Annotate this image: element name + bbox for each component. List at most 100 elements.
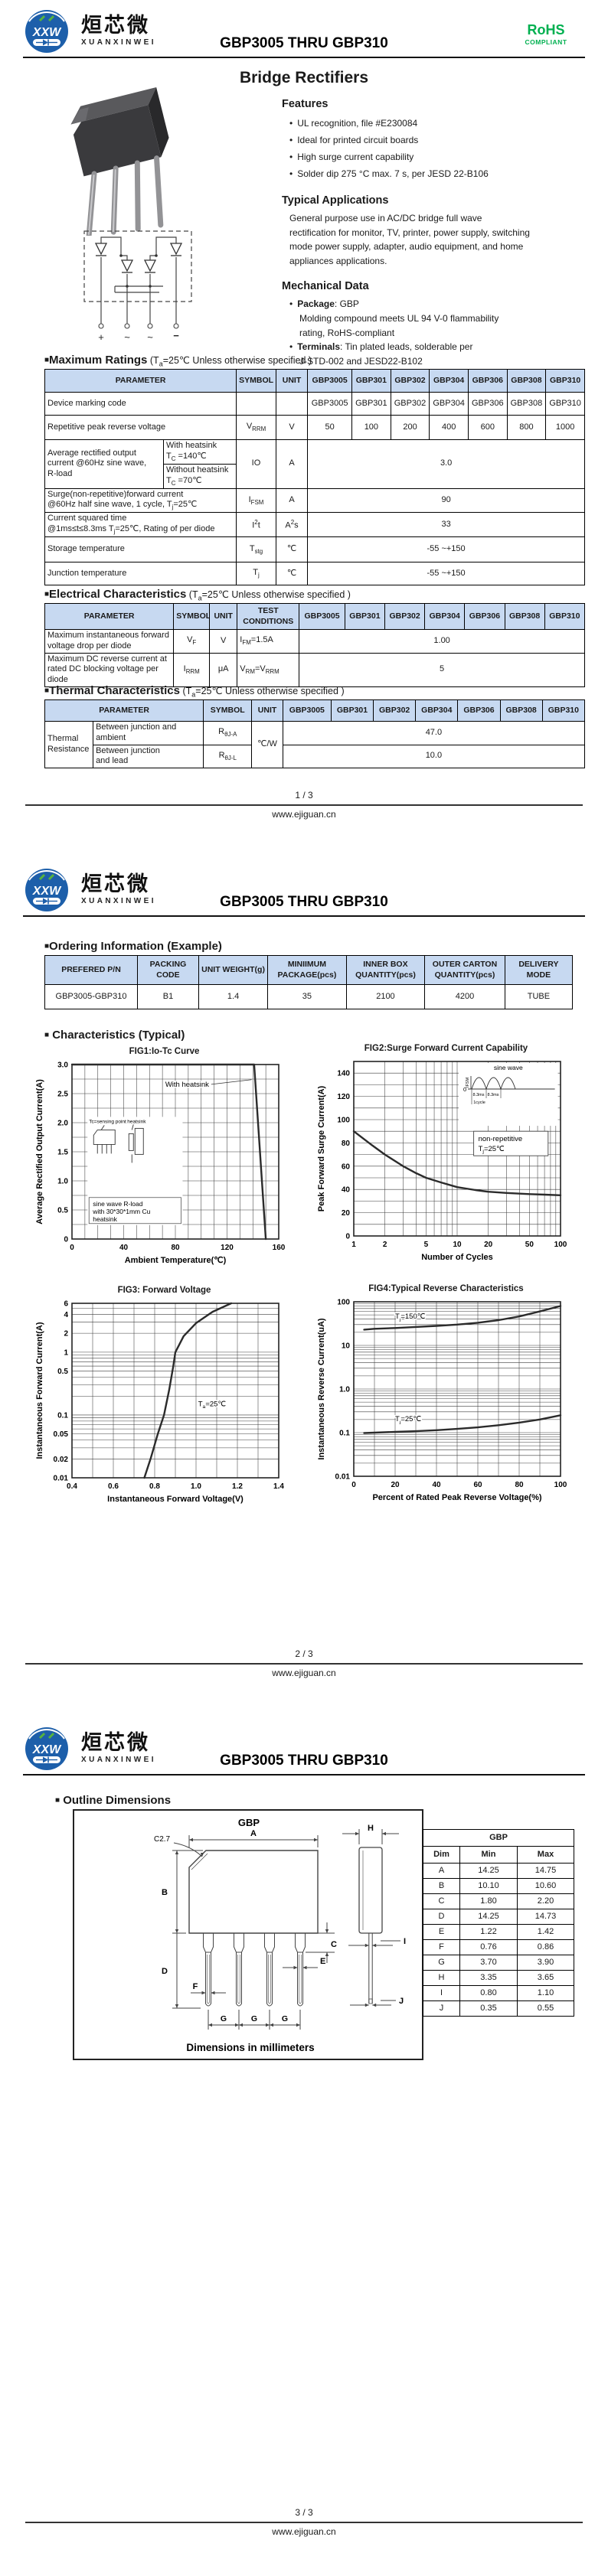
website-link[interactable]: www.ejiguan.cn xyxy=(272,1668,336,1678)
table-cell: 14.73 xyxy=(517,1909,574,1925)
rohs-compliant-label: COMPLIANT xyxy=(525,37,567,46)
table-cell: D xyxy=(423,1909,460,1925)
website-link[interactable]: www.ejiguan.cn xyxy=(272,2526,336,2537)
max-ratings-table: PARAMETER SYMBOL UNIT GBP3005 GBP301 GBP302 GB… xyxy=(44,369,585,586)
chart-text: 80 xyxy=(515,1481,524,1489)
table-header-cell: GBP3005 xyxy=(307,369,353,393)
chart-text: 0.05 xyxy=(54,1430,69,1439)
table-header-cell: PARAMETER xyxy=(44,603,175,630)
table-cell: 3.65 xyxy=(517,1970,574,1986)
table-cell: G xyxy=(423,1955,460,1971)
table-cell: 0.55 xyxy=(517,2000,574,2017)
svg-text:XXW: XXW xyxy=(32,1743,62,1756)
chart-text: J xyxy=(399,1997,404,2006)
brand-name-cn: 烜芯微 xyxy=(81,1731,150,1754)
section-label: Outline Dimensions xyxy=(60,1794,172,1807)
chart-text: heatsink xyxy=(127,1119,146,1124)
table-header-cell: GBP306 xyxy=(457,699,501,722)
table-cell: VRRM xyxy=(236,415,276,440)
feature-item: High surge current capability xyxy=(289,148,592,165)
brand-block: 烜芯微 XUANXINWEI xyxy=(81,874,156,906)
chart-text: 5 xyxy=(424,1241,429,1249)
table-cell: 14.75 xyxy=(517,1863,574,1879)
table-cell: 0.80 xyxy=(459,1985,518,2001)
fig-title: FIG3: Forward Voltage xyxy=(117,1286,211,1295)
chart-text: H xyxy=(368,1824,374,1833)
chart-text: 1cycle xyxy=(473,1101,485,1105)
chart-text: 160 xyxy=(273,1244,286,1252)
table-cell: 400 xyxy=(429,415,469,440)
applications-body: General purpose use in AC/DC bridge full… xyxy=(289,213,530,266)
table-cell: A2s xyxy=(275,512,309,538)
table-cell: 50 xyxy=(307,415,353,440)
chart-text: I xyxy=(404,1937,406,1946)
features-heading: Features xyxy=(282,98,329,110)
chart-text: 0.1 xyxy=(57,1411,68,1420)
mechanical-heading: Mechanical Data xyxy=(282,280,369,293)
section-title-thermal: ■Thermal Characteristics (Ta=25℃ Unless … xyxy=(44,684,345,699)
chart-text: 2.5 xyxy=(57,1091,68,1099)
table-cell: Average rectified output current @60Hz si… xyxy=(44,439,165,489)
table-cell: 2.20 xyxy=(517,1893,574,1909)
chart-text: 0.02 xyxy=(54,1456,69,1464)
table-header-cell: PARAMETER xyxy=(44,699,204,722)
website-link[interactable]: www.ejiguan.cn xyxy=(272,809,336,820)
chart-text: Tj=150℃ xyxy=(395,1312,426,1322)
series-curve xyxy=(363,1305,562,1331)
section-label: Thermal Characteristics xyxy=(49,684,180,697)
applications-block: Typical Applications General purpose use… xyxy=(282,194,592,268)
page-header: XXW 烜芯微 XUANXINWEI GBP3005 THRU GBP310 xyxy=(0,1723,608,1777)
header-rule xyxy=(23,57,585,58)
table-header-cell: Dim xyxy=(423,1846,460,1864)
fig-title: FIG1:Io-Tc Curve xyxy=(129,1047,200,1056)
terminal-label: + xyxy=(98,331,104,343)
chart-text: F xyxy=(193,1982,198,1991)
table-cell: Junction temperature xyxy=(44,562,237,586)
table-cell: Between junction and lead xyxy=(93,744,204,768)
ordering-table: PREFERED P/N PACKING CODE UNIT WEIGHT(g) MIN… xyxy=(44,955,574,1009)
table-header-cell: GBP302 xyxy=(390,369,430,393)
table-header-cell: GBP301 xyxy=(344,603,386,630)
chart-text: 6 xyxy=(64,1300,68,1309)
footer-rule xyxy=(25,1663,583,1665)
page-header: XXW 烜芯微 XUANXINWEI GBP3005 THRU GBP310 R… xyxy=(0,6,608,60)
series-curve xyxy=(352,1130,562,1196)
chart-text: 20 xyxy=(342,1209,351,1218)
chart-text: 4 xyxy=(64,1311,68,1319)
table-header-cell: GBP308 xyxy=(499,699,543,722)
grid-lines xyxy=(71,1303,279,1479)
chart-text: 60 xyxy=(473,1481,482,1489)
table-cell: 200 xyxy=(390,415,430,440)
table-cell: A xyxy=(423,1863,460,1879)
chart-text: Ta=25℃ xyxy=(198,1400,227,1410)
section-marker: ■ xyxy=(44,1031,50,1039)
chart-text: 120 xyxy=(337,1093,350,1101)
data-table: PARAMETER SYMBOL UNIT TEST CONDITIONS GBP3005… xyxy=(44,603,586,687)
section-marker: ■ xyxy=(44,590,50,598)
table-cell: 3.70 xyxy=(459,1955,518,1971)
table-cell: -55 ~+150 xyxy=(307,536,585,563)
table-header-cell: TEST CONDITIONS xyxy=(237,603,300,630)
page-footer: 1 / 3 www.ejiguan.cn xyxy=(0,790,608,820)
chart-text: sine wave R-load xyxy=(93,1200,142,1208)
table-cell: H xyxy=(423,1970,460,1986)
svg-text:XXW: XXW xyxy=(32,885,62,898)
table-cell: 10.0 xyxy=(282,744,586,768)
table-cell: 5 xyxy=(299,652,585,687)
section-marker: ■ xyxy=(55,1796,60,1805)
table-cell xyxy=(275,392,309,416)
chart-text: 2 xyxy=(383,1241,387,1249)
chart-text: 0 xyxy=(70,1244,74,1252)
table-cell: 1.10 xyxy=(517,1985,574,2001)
section-title-max-ratings: ■Maximum Ratings (Ta=25℃ Unless otherwis… xyxy=(44,354,312,368)
header-rule xyxy=(23,1774,585,1775)
chart-text: Instantaneous Reverse Current(uA) xyxy=(317,1318,326,1460)
footer-rule xyxy=(25,804,583,806)
table-header-cell: GBP304 xyxy=(429,369,469,393)
table-header-cell: SYMBOL xyxy=(203,699,253,722)
doc-title: GBP3005 THRU GBP310 xyxy=(220,35,388,51)
chart-text: 1.5 xyxy=(57,1149,68,1157)
table-cell: A xyxy=(275,487,309,514)
table-cell: 10.60 xyxy=(517,1878,574,1894)
